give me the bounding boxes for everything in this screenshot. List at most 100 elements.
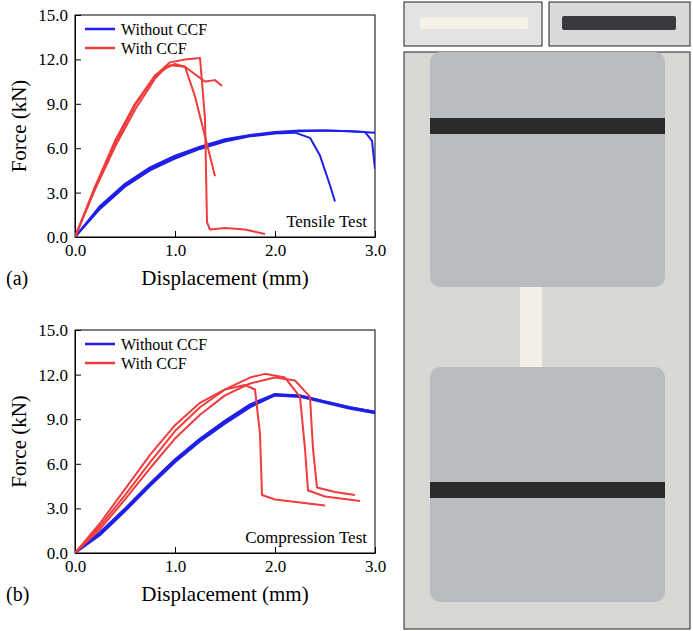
x-tick-mark (275, 547, 276, 553)
legend-swatch (85, 47, 115, 50)
x-axis-line (76, 237, 376, 238)
panel: 0.01.02.03.00.03.06.09.012.015.0Without … (6, 321, 386, 606)
y-tick: 6.0 (47, 455, 81, 474)
x-tick-mark (175, 231, 176, 237)
specimen (420, 17, 528, 29)
y-tick: 0.0 (47, 228, 81, 247)
x-axis-title: Displacement (mm) (141, 582, 308, 606)
x-tick-label: 1.0 (165, 557, 186, 576)
y-axis: 0.0 3.0 6.0 9.0 12.0 15.0 (38, 321, 81, 563)
x-tick-label: 2.0 (265, 241, 286, 260)
y-tick-mark (75, 237, 81, 238)
legend-label: Without CCF (121, 336, 207, 353)
grip-band (430, 482, 665, 498)
legend: Without CCF With CCF (85, 336, 207, 372)
y-tick: 0.0 (47, 544, 81, 563)
series-line (75, 395, 375, 553)
y-tick-label: 9.0 (47, 410, 68, 429)
lines (75, 374, 375, 553)
panel-label: (b) (6, 583, 29, 606)
y-tick: 15.0 (38, 321, 81, 340)
legend-label: With CCF (121, 40, 187, 57)
y-tick-mark (75, 104, 81, 105)
x-tick: 2.0 (265, 231, 286, 260)
y-tick-mark (75, 59, 81, 60)
x-tick: 3.0 (365, 231, 386, 260)
y-tick-label: 0.0 (47, 544, 68, 563)
x-tick-label: 1.0 (165, 241, 186, 260)
photos (404, 2, 690, 629)
plot-frame (75, 330, 375, 553)
x-tick-mark (375, 547, 376, 553)
photo (404, 52, 690, 629)
specimen (520, 287, 542, 367)
y-tick-label: 0.0 (47, 228, 68, 247)
y-tick-mark (75, 508, 81, 509)
legend: Without CCF With CCF (85, 21, 207, 57)
photo (549, 2, 690, 46)
x-tick: 2.0 (265, 547, 286, 576)
series-line (75, 65, 222, 237)
x-axis-line (76, 553, 376, 554)
x-tick-mark (275, 231, 276, 237)
x-tick: 1.0 (165, 231, 186, 260)
photo (404, 2, 542, 46)
series-line (75, 394, 375, 553)
y-tick-mark (75, 375, 81, 376)
lower-grip (430, 367, 665, 602)
y-tick-mark (75, 419, 81, 420)
x-tick: 1.0 (165, 547, 186, 576)
series-line (75, 130, 375, 237)
legend-label: Without CCF (121, 21, 207, 38)
y-tick-mark (75, 330, 81, 331)
y-tick-label: 12.0 (38, 366, 68, 385)
y-tick-mark (75, 148, 81, 149)
x-tick-label: 2.0 (265, 557, 286, 576)
y-axis-line (75, 331, 76, 554)
y-tick-label: 6.0 (47, 455, 68, 474)
y-tick-label: 9.0 (47, 95, 68, 114)
annotation: Tensile Test (286, 212, 367, 231)
legend-swatch (85, 362, 115, 365)
y-tick-mark (75, 464, 81, 465)
y-tick-label: 12.0 (38, 50, 68, 69)
series-line (75, 378, 355, 553)
x-tick-label: 0.0 (65, 241, 86, 260)
lines (75, 58, 375, 237)
x-tick-mark (175, 547, 176, 553)
y-axis-title: Force (kN) (7, 395, 31, 488)
y-axis-title: Force (kN) (7, 80, 31, 173)
y-tick: 15.0 (38, 6, 81, 25)
x-axis: 0.01.02.03.0 (65, 547, 386, 576)
y-tick: 3.0 (47, 499, 81, 518)
y-tick: 6.0 (47, 139, 81, 158)
y-tick-mark (75, 553, 81, 554)
y-tick-label: 6.0 (47, 139, 68, 158)
y-tick: 12.0 (38, 50, 81, 69)
y-tick-label: 15.0 (38, 6, 68, 25)
y-tick: 9.0 (47, 410, 81, 429)
series-line (75, 395, 375, 553)
series-line (75, 58, 265, 237)
x-tick-label: 3.0 (365, 557, 386, 576)
y-axis: 0.0 3.0 6.0 9.0 12.0 15.0 (38, 6, 81, 247)
series-line (75, 130, 375, 237)
x-tick-label: 3.0 (365, 241, 386, 260)
y-tick: 9.0 (47, 95, 81, 114)
y-tick-mark (75, 193, 81, 194)
x-tick: 3.0 (365, 547, 386, 576)
y-tick-label: 15.0 (38, 321, 68, 340)
y-tick-label: 3.0 (47, 184, 68, 203)
series-line (75, 64, 215, 237)
y-tick-mark (75, 15, 81, 16)
plot-frame (75, 15, 375, 237)
y-tick-label: 3.0 (47, 499, 68, 518)
legend-label: With CCF (121, 355, 187, 372)
panel-label: (a) (6, 267, 28, 290)
legend-swatch (85, 28, 115, 31)
y-tick: 12.0 (38, 366, 81, 385)
annotation: Compression Test (245, 528, 367, 547)
x-axis-title: Displacement (mm) (141, 266, 308, 290)
y-tick: 3.0 (47, 184, 81, 203)
figure: 0.0 1.0 2.0 3.0 0.0 3.0 6.0 9.0 12.0 15.0 Without … (0, 0, 693, 631)
